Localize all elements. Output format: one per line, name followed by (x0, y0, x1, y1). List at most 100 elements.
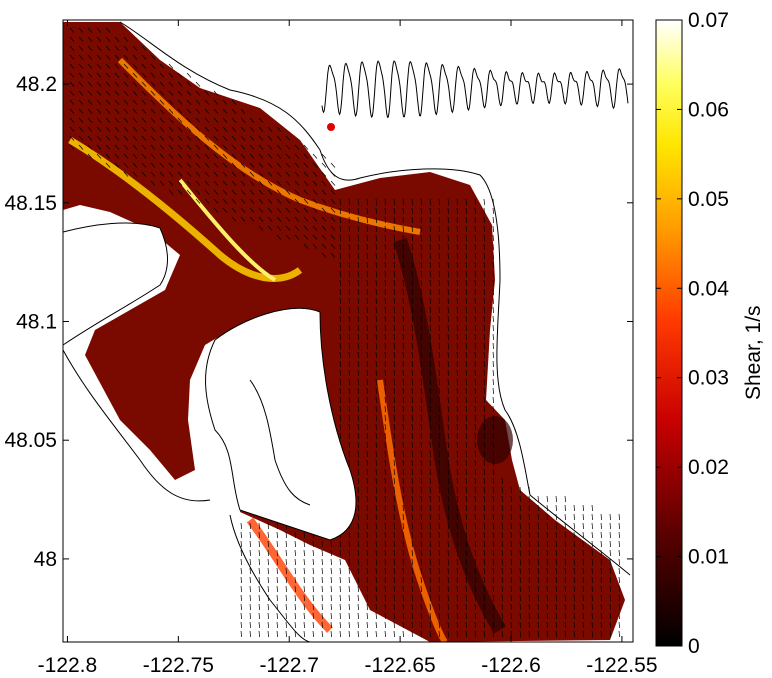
velocity-arrow (402, 594, 404, 602)
velocity-arrow (483, 360, 485, 368)
velocity-arrow (465, 243, 467, 251)
velocity-arrow (339, 342, 341, 350)
velocity-arrow (537, 495, 539, 503)
velocity-arrow (465, 450, 467, 458)
velocity-arrow (429, 198, 431, 206)
velocity-arrow (312, 549, 314, 557)
velocity-arrow (222, 198, 228, 204)
velocity-arrow (465, 252, 467, 260)
velocity-arrow (609, 567, 611, 575)
velocity-arrow (483, 594, 485, 602)
velocity-arrow (420, 423, 422, 431)
velocity-arrow (609, 630, 611, 638)
velocity-arrow (600, 594, 602, 602)
velocity-arrow (555, 594, 557, 602)
velocity-arrow (375, 630, 377, 638)
velocity-arrow (267, 216, 273, 222)
velocity-arrow (393, 531, 395, 539)
velocity-arrow (429, 477, 431, 485)
velocity-arrow (402, 261, 404, 269)
velocity-arrow (321, 252, 327, 258)
velocity-arrow (411, 306, 413, 314)
velocity-arrow (483, 342, 485, 350)
velocity-arrow (447, 540, 449, 548)
dark-eddy (477, 416, 513, 464)
velocity-arrow (402, 621, 404, 629)
velocity-arrow (438, 576, 440, 584)
velocity-arrow (492, 585, 494, 593)
velocity-arrow (492, 387, 494, 395)
velocity-arrow (510, 531, 512, 539)
velocity-arrow (474, 243, 476, 251)
velocity-arrow (321, 576, 323, 584)
velocity-arrow (294, 585, 296, 593)
velocity-arrow (132, 63, 138, 69)
velocity-arrow (132, 81, 138, 87)
velocity-arrow (492, 396, 494, 404)
velocity-arrow (204, 153, 210, 159)
velocity-arrow (618, 558, 620, 566)
velocity-arrow (456, 297, 458, 305)
velocity-arrow (105, 117, 111, 123)
velocity-arrow (492, 441, 494, 449)
velocity-arrow (411, 333, 413, 341)
velocity-arrow (321, 567, 323, 575)
velocity-arrow (348, 585, 350, 593)
velocity-arrow (519, 531, 521, 539)
velocity-arrow (303, 225, 309, 231)
velocity-arrow (411, 558, 413, 566)
velocity-arrow (357, 513, 359, 521)
velocity-arrow (474, 585, 476, 593)
velocity-arrow (213, 171, 219, 177)
velocity-arrow (465, 297, 467, 305)
velocity-arrow (546, 603, 548, 611)
velocity-arrow (375, 612, 377, 620)
velocity-arrow (501, 504, 503, 512)
velocity-arrow (402, 270, 404, 278)
velocity-arrow (87, 45, 93, 51)
velocity-arrow (546, 549, 548, 557)
velocity-arrow (573, 585, 575, 593)
velocity-arrow (393, 423, 395, 431)
velocity-arrow (303, 216, 309, 222)
velocity-arrow (429, 306, 431, 314)
velocity-arrow (474, 621, 476, 629)
velocity-arrow (339, 333, 341, 341)
velocity-arrow (123, 144, 129, 150)
velocity-arrow (249, 576, 251, 584)
velocity-arrow (429, 270, 431, 278)
velocity-arrow (204, 90, 210, 96)
velocity-arrow (474, 324, 476, 332)
velocity-arrow (105, 81, 111, 87)
velocity-arrow (456, 396, 458, 404)
velocity-arrow (204, 144, 210, 150)
velocity-arrow (555, 504, 557, 512)
velocity-arrow (132, 126, 138, 132)
velocity-arrow (177, 189, 183, 195)
y-tick-label: 48.1 (16, 311, 57, 334)
y-tick-label: 48.05 (4, 429, 57, 452)
velocity-arrow (348, 612, 350, 620)
velocity-arrow (276, 576, 278, 584)
velocity-arrow (231, 198, 237, 204)
velocity-arrow (303, 189, 309, 195)
velocity-arrow (339, 630, 341, 638)
velocity-arrow (402, 414, 404, 422)
velocity-arrow (294, 594, 296, 602)
velocity-arrow (465, 270, 467, 278)
velocity-arrow (267, 603, 269, 611)
velocity-arrow (159, 108, 165, 114)
velocity-arrow (411, 252, 413, 260)
velocity-arrow (618, 549, 620, 557)
velocity-arrow (375, 216, 377, 224)
velocity-arrow (519, 549, 521, 557)
velocity-arrow (474, 477, 476, 485)
velocity-arrow (564, 531, 566, 539)
velocity-arrow (78, 126, 84, 132)
velocity-arrow (69, 99, 75, 105)
velocity-arrow (384, 504, 386, 512)
velocity-arrow (375, 270, 377, 278)
velocity-arrow (402, 324, 404, 332)
velocity-arrow (348, 324, 350, 332)
velocity-arrow (492, 414, 494, 422)
